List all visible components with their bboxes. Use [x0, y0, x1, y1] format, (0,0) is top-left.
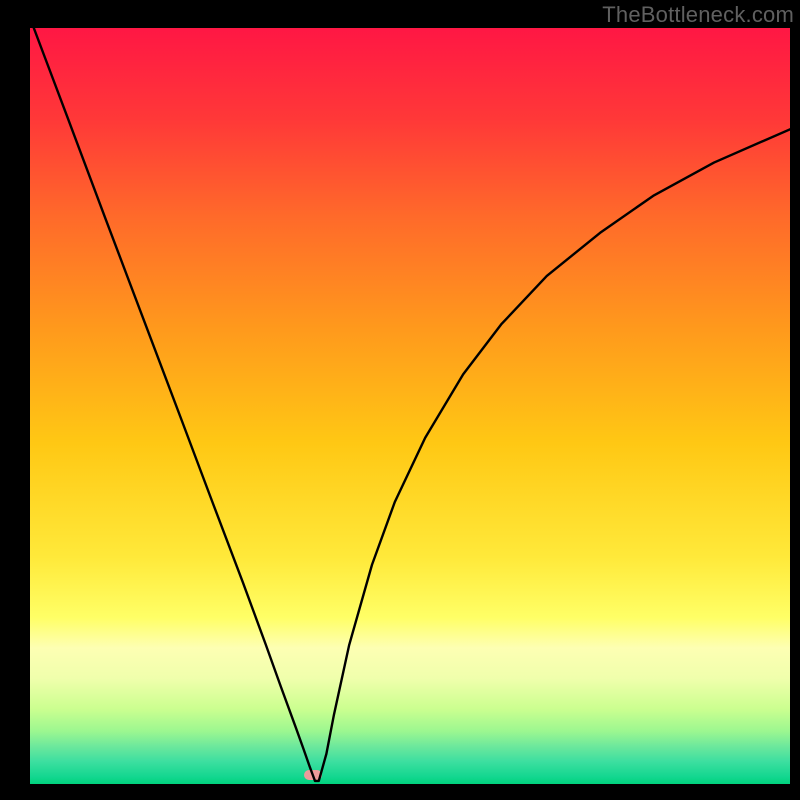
- plot-border-right: [790, 28, 800, 784]
- minimum-marker: [304, 770, 322, 780]
- plot-border-bottom: [0, 784, 800, 800]
- gradient-background: [30, 28, 790, 784]
- plot-area: [30, 28, 790, 784]
- watermark-text: TheBottleneck.com: [602, 2, 794, 28]
- plot-border-left: [0, 28, 30, 784]
- chart-frame: { "watermark": "TheBottleneck.com", "plo…: [0, 0, 800, 800]
